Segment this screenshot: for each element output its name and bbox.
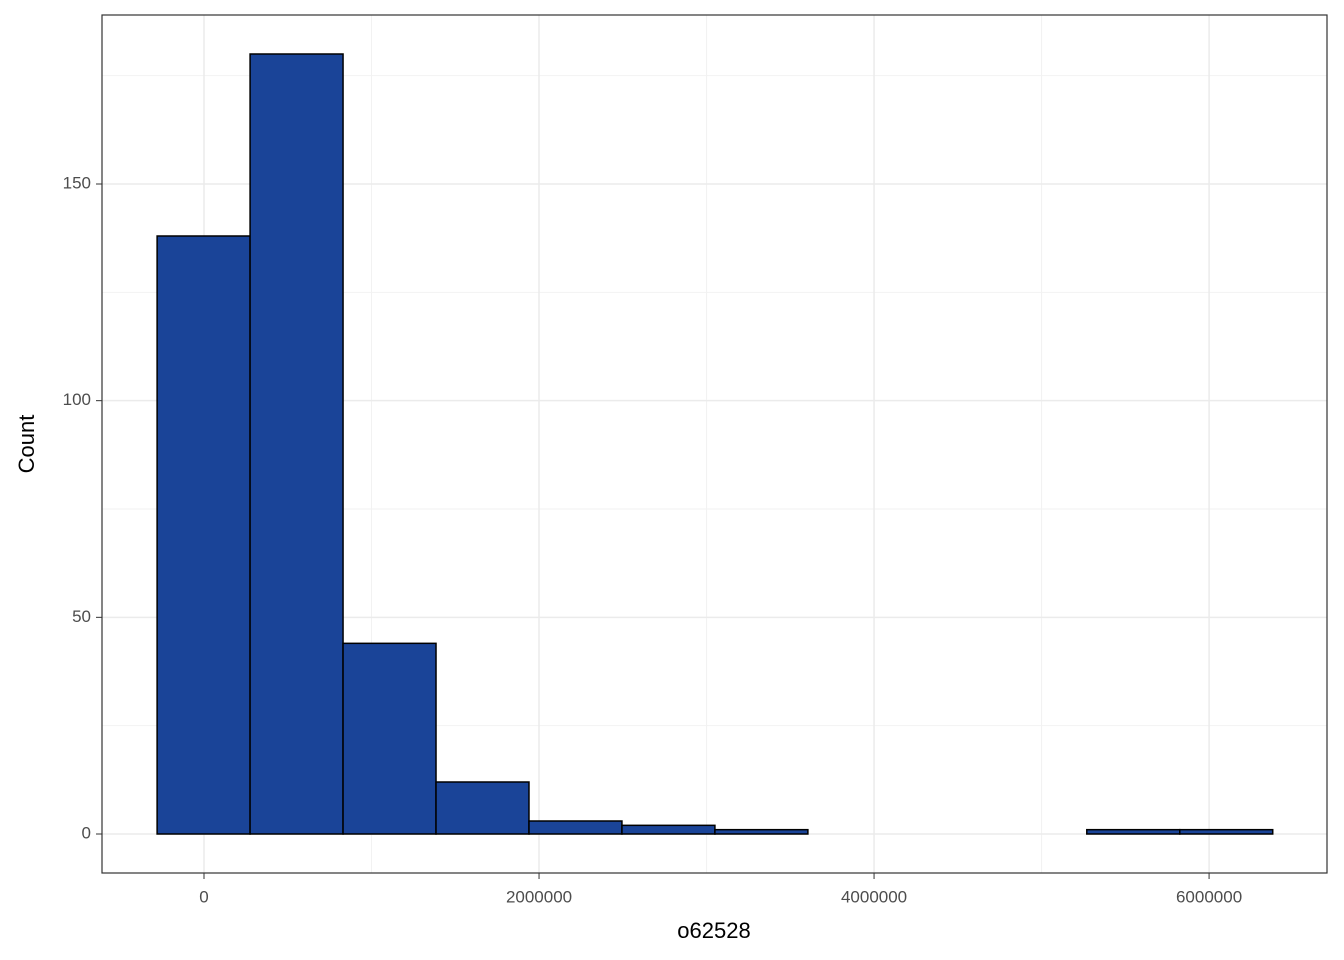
y-tick-label: 150 xyxy=(63,173,91,192)
panel-border xyxy=(101,14,1328,874)
x-tick-label: 4000000 xyxy=(841,887,907,906)
y-tick-label: 100 xyxy=(63,390,91,409)
bar xyxy=(1179,828,1274,835)
bar xyxy=(528,820,623,835)
y-tick-label: 50 xyxy=(72,607,91,626)
bar xyxy=(435,781,530,835)
x-tick-label: 0 xyxy=(199,887,208,906)
bar xyxy=(1086,828,1181,835)
y-tick-label: 0 xyxy=(82,823,91,842)
y-axis-title: Count xyxy=(14,415,39,474)
x-tick-label: 6000000 xyxy=(1176,887,1242,906)
bar xyxy=(156,235,251,835)
bar xyxy=(621,824,716,835)
bar xyxy=(714,828,809,835)
x-tick-label: 2000000 xyxy=(506,887,572,906)
bar xyxy=(342,642,437,835)
x-axis-title: o62528 xyxy=(677,918,750,943)
bar xyxy=(249,53,344,835)
